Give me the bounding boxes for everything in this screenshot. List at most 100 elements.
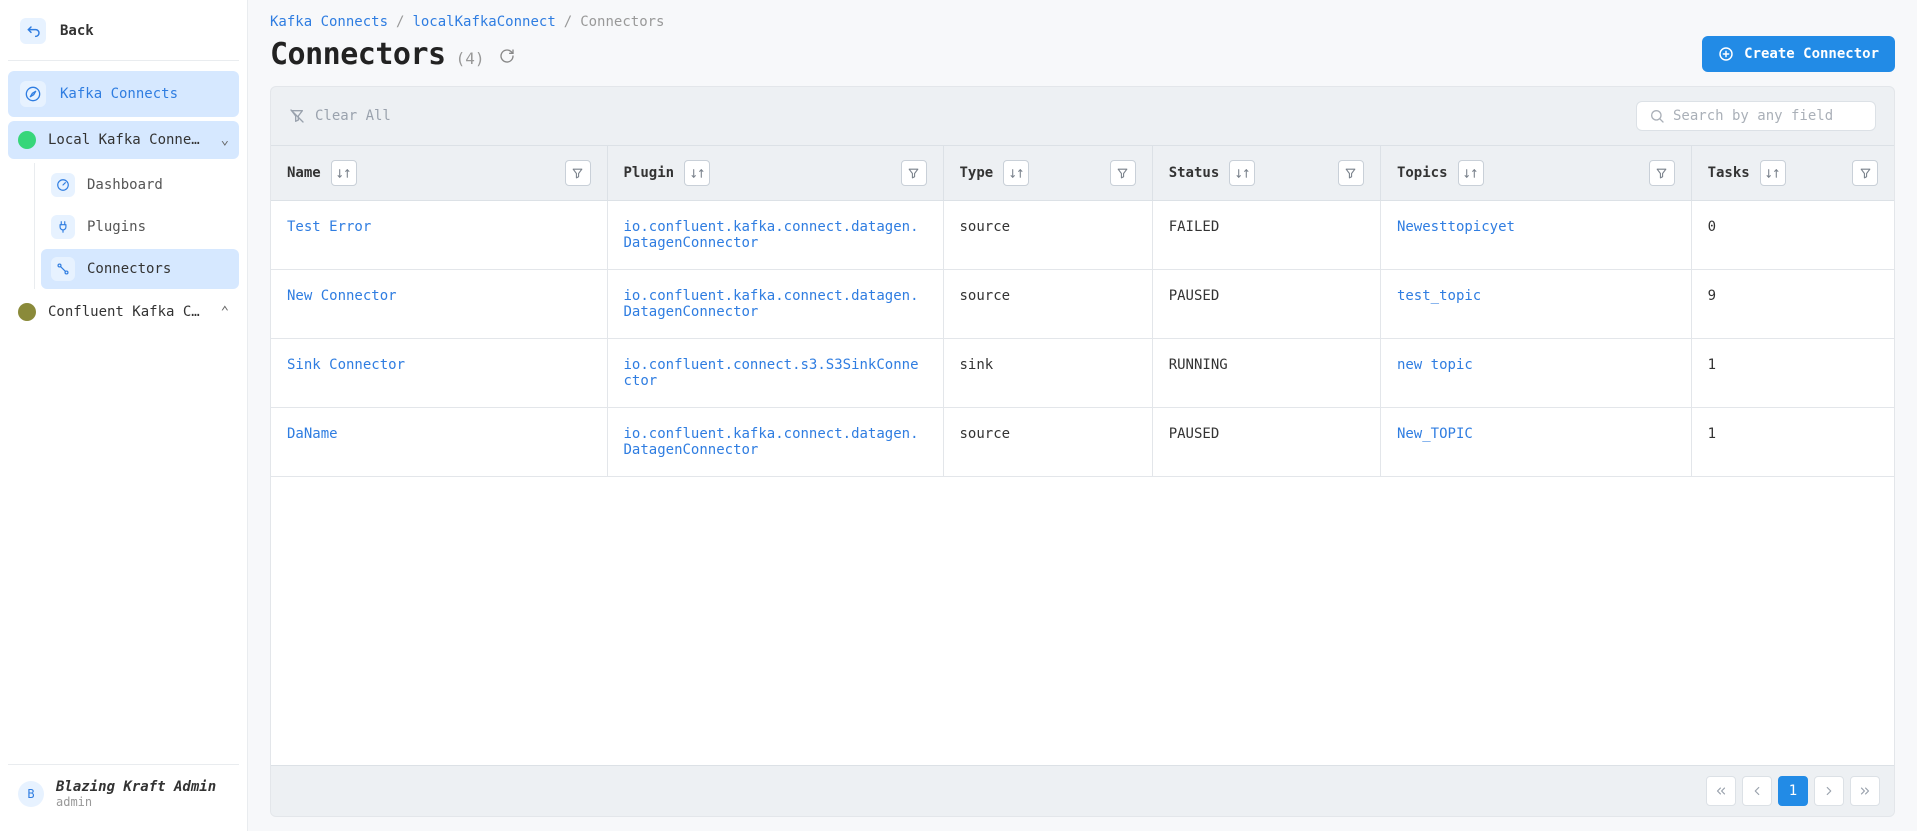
column-header-plugin: Plugin	[607, 146, 943, 201]
connector-tasks: 1	[1708, 426, 1716, 442]
column-label: Plugin	[624, 165, 675, 181]
connector-name-link[interactable]: Sink Connector	[287, 357, 405, 373]
sort-button[interactable]	[1003, 160, 1029, 186]
column-label: Name	[287, 165, 321, 181]
back-arrow-icon	[20, 18, 46, 44]
cluster-confluent[interactable]: Confluent Kafka C… ⌃	[8, 293, 239, 331]
divider	[8, 60, 239, 61]
connector-type: sink	[960, 357, 994, 373]
subnav-connectors[interactable]: Connectors	[41, 249, 239, 289]
connector-type: source	[960, 426, 1011, 442]
topic-link[interactable]: test_topic	[1397, 288, 1481, 304]
column-header-status: Status	[1152, 146, 1380, 201]
table-row: Test Error io.confluent.kafka.connect.dat…	[271, 201, 1894, 270]
filter-button[interactable]	[1649, 160, 1675, 186]
chevron-up-icon: ⌃	[221, 304, 229, 320]
plugin-link[interactable]: io.confluent.connect.s3.S3SinkConnector	[624, 357, 919, 389]
connector-status: PAUSED	[1169, 288, 1220, 304]
connector-status: FAILED	[1169, 219, 1220, 235]
filter-button[interactable]	[1110, 160, 1136, 186]
cluster-local[interactable]: Local Kafka Conne… ⌄	[8, 121, 239, 159]
table-row: New Connector io.confluent.kafka.connect.…	[271, 270, 1894, 339]
breadcrumb-kafka-connects[interactable]: Kafka Connects	[270, 14, 388, 30]
sidebar-user[interactable]: B Blazing Kraft Admin admin	[8, 764, 239, 823]
sort-button[interactable]	[684, 160, 710, 186]
breadcrumb-separator: /	[564, 14, 572, 30]
search-input[interactable]	[1673, 108, 1863, 124]
user-role: admin	[56, 795, 216, 809]
page-first-button[interactable]	[1706, 776, 1736, 806]
page-title: Connectors	[270, 37, 446, 72]
chevron-down-icon: ⌄	[221, 132, 229, 148]
search-field-wrap	[1636, 101, 1876, 131]
cluster-confluent-label: Confluent Kafka C…	[48, 304, 209, 320]
title-count: (4)	[456, 49, 485, 68]
sort-button[interactable]	[331, 160, 357, 186]
avatar: B	[18, 781, 44, 807]
pagination: 1	[271, 765, 1894, 816]
connector-type: source	[960, 219, 1011, 235]
topic-link[interactable]: new topic	[1397, 357, 1473, 373]
plugin-link[interactable]: io.confluent.kafka.connect.datagen.Datag…	[624, 426, 919, 458]
connector-type: source	[960, 288, 1011, 304]
connectors-icon	[51, 257, 75, 281]
nav-kafka-connects[interactable]: Kafka Connects	[8, 71, 239, 117]
sort-button[interactable]	[1760, 160, 1786, 186]
filter-button[interactable]	[901, 160, 927, 186]
cluster-local-subnav: Dashboard Plugins Connectors	[34, 163, 239, 289]
table-row: Sink Connector io.confluent.connect.s3.S3…	[271, 339, 1894, 408]
plug-icon	[51, 215, 75, 239]
search-icon	[1649, 108, 1665, 124]
status-dot-icon	[18, 303, 36, 321]
page-prev-button[interactable]	[1742, 776, 1772, 806]
sort-button[interactable]	[1229, 160, 1255, 186]
connector-name-link[interactable]: Test Error	[287, 219, 371, 235]
breadcrumb-localkafkaconnect[interactable]: localKafkaConnect	[412, 14, 555, 30]
user-name: Blazing Kraft Admin	[56, 779, 216, 795]
connector-tasks: 1	[1708, 357, 1716, 373]
create-connector-button[interactable]: Create Connector	[1702, 36, 1895, 72]
column-header-tasks: Tasks	[1691, 146, 1894, 201]
breadcrumb-separator: /	[396, 14, 404, 30]
connector-name-link[interactable]: New Connector	[287, 288, 397, 304]
topic-link[interactable]: New_TOPIC	[1397, 426, 1473, 442]
subnav-plugins[interactable]: Plugins	[41, 207, 239, 247]
sort-button[interactable]	[1458, 160, 1484, 186]
filter-button[interactable]	[1338, 160, 1364, 186]
topic-link[interactable]: Newesttopicyet	[1397, 219, 1515, 235]
compass-icon	[20, 81, 46, 107]
table-row: DaName io.confluent.kafka.connect.datagen…	[271, 408, 1894, 477]
filter-button[interactable]	[1852, 160, 1878, 186]
gauge-icon	[51, 173, 75, 197]
cluster-local-label: Local Kafka Conne…	[48, 132, 209, 148]
plus-circle-icon	[1718, 46, 1734, 62]
column-header-topics: Topics	[1380, 146, 1691, 201]
create-connector-label: Create Connector	[1744, 46, 1879, 62]
breadcrumb: Kafka Connects / localKafkaConnect / Con…	[270, 14, 1895, 30]
refresh-button[interactable]	[499, 48, 515, 64]
connector-name-link[interactable]: DaName	[287, 426, 338, 442]
column-label: Tasks	[1708, 165, 1750, 181]
filter-off-icon	[289, 108, 305, 124]
plugin-link[interactable]: io.confluent.kafka.connect.datagen.Datag…	[624, 288, 919, 320]
breadcrumb-current: Connectors	[580, 14, 664, 30]
back-button[interactable]: Back	[8, 8, 239, 54]
column-label: Topics	[1397, 165, 1448, 181]
connector-tasks: 0	[1708, 219, 1716, 235]
sidebar: Back Kafka Connects Local Kafka Conne… ⌄…	[0, 0, 248, 831]
clear-all-button[interactable]: Clear All	[289, 108, 391, 124]
page-next-button[interactable]	[1814, 776, 1844, 806]
connector-tasks: 9	[1708, 288, 1716, 304]
connectors-table: Name Plugin Type Status Topics Tasks Test Err…	[271, 145, 1894, 477]
subnav-dashboard[interactable]: Dashboard	[41, 165, 239, 205]
nav-kafka-connects-label: Kafka Connects	[60, 86, 178, 102]
page-number-button[interactable]: 1	[1778, 776, 1808, 806]
filter-button[interactable]	[565, 160, 591, 186]
column-label: Type	[960, 165, 994, 181]
plugin-link[interactable]: io.confluent.kafka.connect.datagen.Datag…	[624, 219, 919, 251]
main: Kafka Connects / localKafkaConnect / Con…	[248, 0, 1917, 831]
connector-status: RUNNING	[1169, 357, 1228, 373]
page-last-button[interactable]	[1850, 776, 1880, 806]
column-header-name: Name	[271, 146, 607, 201]
subnav-connectors-label: Connectors	[87, 261, 171, 277]
